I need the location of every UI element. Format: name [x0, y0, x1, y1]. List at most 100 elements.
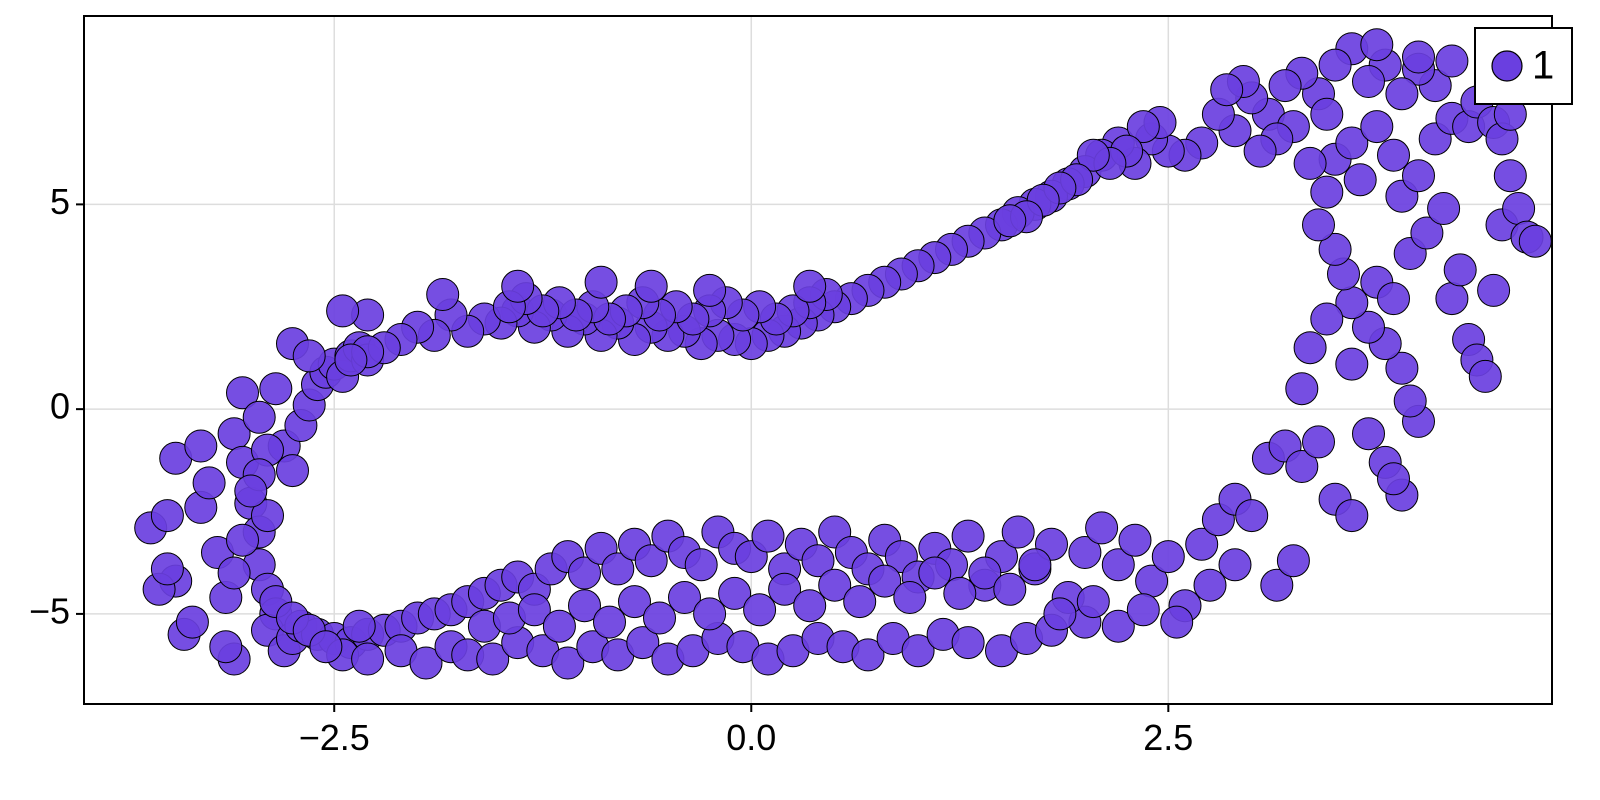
data-point [1360, 110, 1394, 144]
data-point [751, 519, 785, 553]
data-point [426, 278, 460, 311]
legend: 1 [1474, 27, 1573, 105]
data-point [1518, 224, 1552, 258]
y-tick-label: 0 [50, 386, 70, 427]
data-point [1377, 138, 1410, 172]
data-point [192, 466, 226, 500]
y-tick-label: 5 [50, 181, 70, 222]
data-point [901, 634, 935, 668]
data-point [1443, 253, 1477, 287]
plot-frame [83, 15, 1553, 705]
data-point [334, 343, 368, 377]
data-point [593, 605, 626, 639]
data-point [1210, 73, 1244, 107]
data-point [150, 552, 184, 586]
data-point [234, 474, 268, 508]
data-point [1285, 450, 1319, 483]
data-point [851, 638, 885, 672]
legend-box [1474, 27, 1573, 105]
data-point [1310, 97, 1344, 131]
data-point [476, 642, 510, 676]
data-point [793, 269, 827, 303]
data-point [175, 605, 209, 639]
data-point [951, 626, 985, 660]
data-point [1160, 605, 1194, 639]
data-point [1101, 548, 1135, 582]
data-point [150, 499, 184, 533]
data-point [1402, 159, 1435, 193]
data-point [1468, 359, 1502, 393]
data-point [643, 601, 676, 635]
data-point [668, 581, 701, 614]
data-point [251, 499, 284, 533]
x-tick-label: 0.0 [726, 717, 776, 758]
data-point [292, 339, 326, 373]
x-tick-label: 2.5 [1143, 717, 1193, 758]
data-point [1076, 585, 1110, 619]
data-point [634, 544, 668, 578]
data-point [768, 572, 802, 606]
data-point [1285, 372, 1319, 406]
data-point [501, 269, 535, 303]
data-point [1335, 126, 1369, 160]
data-point [184, 429, 218, 463]
data-point [217, 556, 251, 590]
data-point [242, 400, 276, 434]
data-point [993, 572, 1027, 606]
data-point [1076, 138, 1110, 172]
data-point [1360, 28, 1394, 62]
data-point [943, 576, 977, 610]
data-point [1377, 282, 1410, 316]
data-point [1343, 163, 1377, 197]
data-point [1243, 134, 1277, 168]
data-point [309, 630, 343, 664]
data-point [226, 376, 259, 410]
data-point [351, 642, 385, 676]
data-point [1085, 511, 1119, 545]
data-point [1318, 232, 1352, 266]
data-point [968, 556, 1002, 590]
data-point [1218, 548, 1252, 582]
data-point [259, 372, 293, 406]
data-point [568, 589, 601, 623]
data-point [584, 265, 618, 299]
data-point [626, 626, 660, 660]
data-point [1352, 65, 1385, 98]
data-point [993, 204, 1027, 238]
data-points [134, 28, 1552, 680]
data-point [1385, 77, 1419, 111]
data-point [1502, 192, 1536, 225]
data-point [1268, 69, 1302, 103]
data-point [1377, 462, 1410, 496]
data-point [1352, 310, 1385, 344]
data-point [693, 597, 727, 631]
data-point [1435, 44, 1469, 78]
data-point [601, 552, 635, 586]
legend-entry-label: 1 [1532, 44, 1554, 88]
data-point [1018, 548, 1052, 582]
data-point [1235, 499, 1269, 533]
data-point [342, 609, 376, 643]
data-point [1126, 110, 1160, 144]
legend-marker-icon [1491, 50, 1523, 82]
data-point [517, 593, 551, 627]
data-point [718, 576, 752, 610]
data-point [1335, 499, 1369, 533]
data-point [868, 564, 902, 598]
data-point [893, 581, 927, 614]
data-point [1126, 593, 1160, 627]
data-point [843, 585, 877, 619]
data-point [684, 548, 718, 582]
data-point [1276, 544, 1310, 578]
data-point [551, 646, 585, 680]
data-point [1101, 609, 1135, 643]
data-point [1260, 568, 1294, 602]
data-point [634, 269, 668, 303]
data-point [1293, 146, 1327, 180]
data-point [1310, 175, 1344, 209]
data-point [1410, 216, 1444, 250]
data-point [1393, 384, 1427, 418]
data-point [1318, 48, 1352, 82]
data-point [226, 523, 259, 557]
